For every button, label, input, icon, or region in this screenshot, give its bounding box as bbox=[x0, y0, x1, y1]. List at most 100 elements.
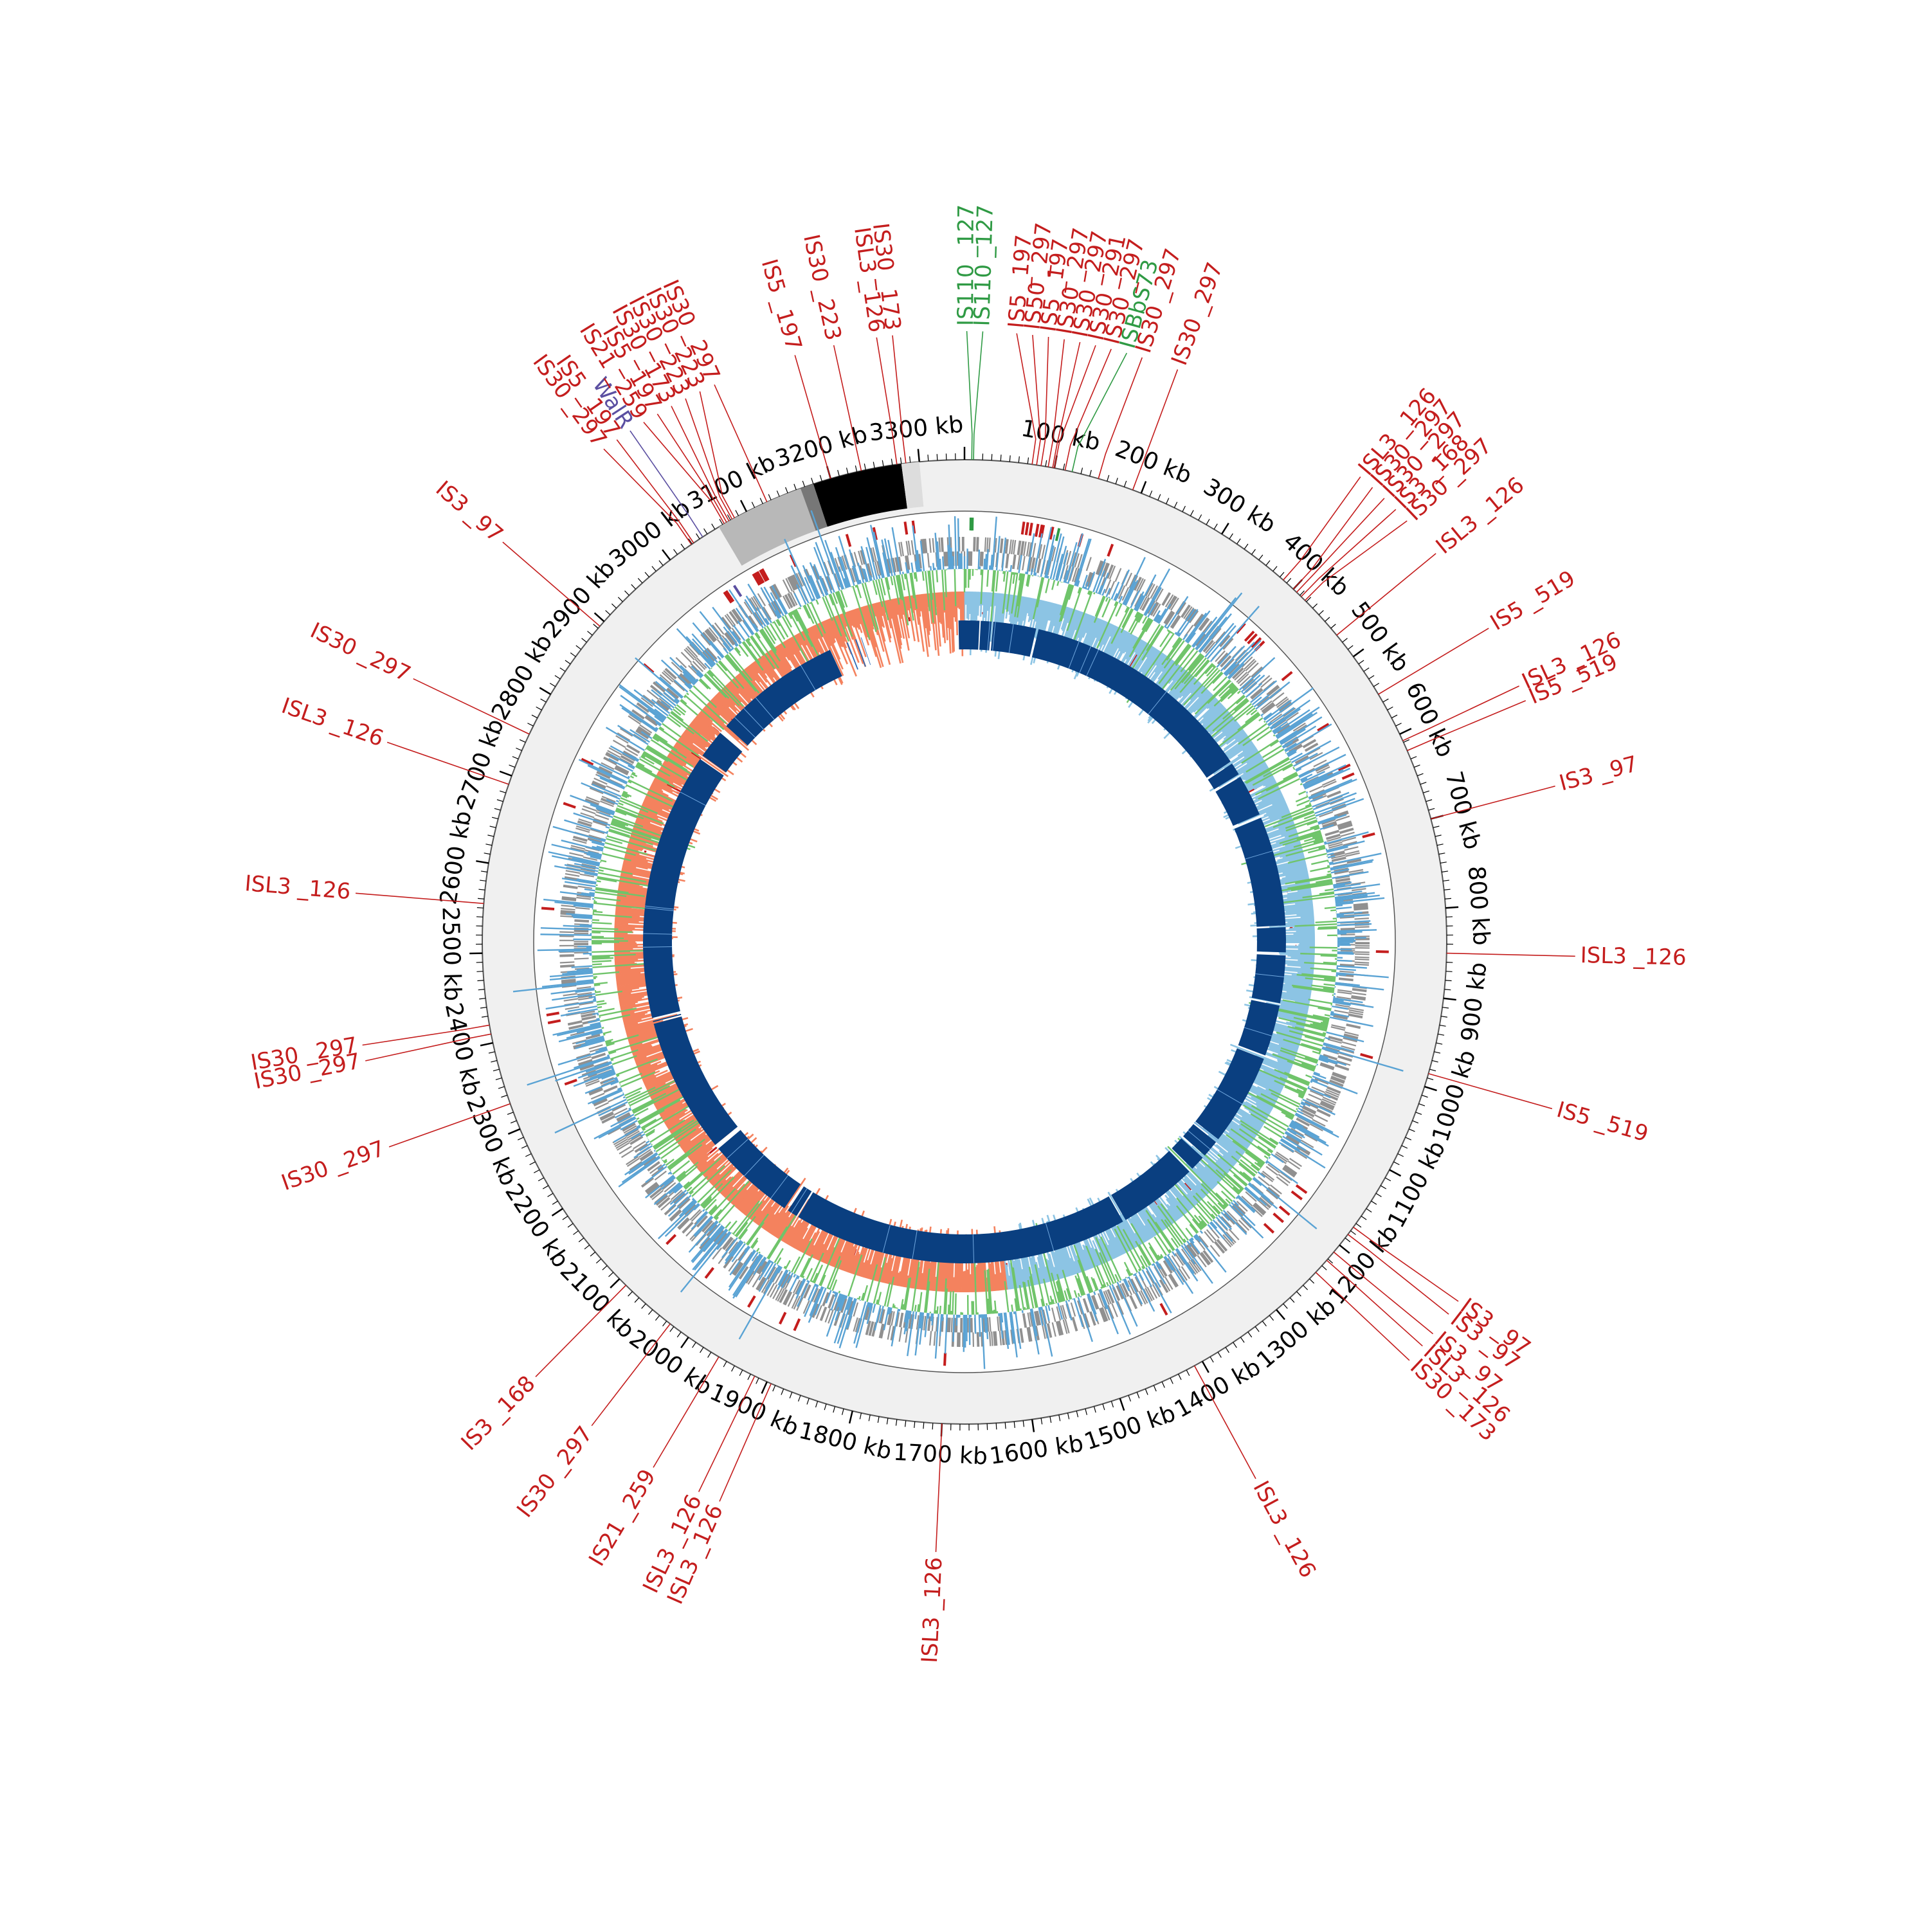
gc-content-low bbox=[592, 928, 618, 929]
major-tick bbox=[552, 1209, 563, 1216]
minor-tick bbox=[873, 462, 874, 468]
minor-tick bbox=[532, 715, 538, 718]
gc-content-low bbox=[605, 1040, 613, 1042]
gene-feature bbox=[712, 1248, 721, 1259]
minor-tick bbox=[1440, 862, 1447, 863]
gene-feature bbox=[1071, 1303, 1075, 1317]
minor-tick bbox=[590, 1252, 595, 1256]
major-tick bbox=[480, 1043, 493, 1045]
gc-content-high bbox=[1242, 692, 1243, 693]
gc-content-low bbox=[1259, 718, 1263, 721]
minor-tick bbox=[534, 1170, 539, 1173]
minor-tick bbox=[816, 1401, 818, 1407]
gc-content-low bbox=[1186, 1228, 1193, 1237]
gc-content-low bbox=[595, 991, 601, 992]
gc-content-high bbox=[629, 1108, 631, 1110]
major-tick bbox=[595, 613, 604, 621]
gene-feature bbox=[1355, 954, 1369, 955]
gene-feature bbox=[561, 908, 575, 910]
gc-content-high bbox=[1084, 587, 1085, 589]
gc-skew-negative bbox=[959, 1259, 960, 1292]
minor-tick bbox=[1150, 491, 1152, 496]
gc-content-low bbox=[597, 1003, 606, 1005]
minor-tick bbox=[1446, 971, 1453, 972]
gc-content-high bbox=[940, 1314, 941, 1337]
gc-content-low bbox=[1247, 708, 1255, 715]
gc-content-low bbox=[1139, 1269, 1140, 1271]
minor-tick bbox=[500, 791, 506, 793]
major-tick bbox=[1424, 1087, 1436, 1090]
minor-tick bbox=[1137, 1392, 1139, 1398]
gc-content-high bbox=[1310, 1081, 1312, 1082]
minor-tick bbox=[1273, 566, 1277, 572]
gc-content-low bbox=[1323, 962, 1337, 963]
minor-tick bbox=[1233, 1342, 1237, 1348]
minor-tick bbox=[576, 646, 581, 649]
gene-feature bbox=[563, 994, 577, 996]
gc-content-low bbox=[953, 1291, 954, 1315]
gc-content-high bbox=[1298, 1108, 1302, 1110]
minor-tick bbox=[891, 459, 892, 465]
gc-content-low bbox=[1011, 1305, 1012, 1312]
major-tick bbox=[918, 449, 919, 462]
gc-content-low bbox=[1306, 1075, 1312, 1078]
minor-tick bbox=[541, 699, 547, 702]
minor-tick bbox=[480, 1007, 487, 1008]
minor-tick bbox=[579, 1238, 584, 1242]
gc-content-low bbox=[1150, 1247, 1158, 1261]
gc-content-low bbox=[677, 1162, 698, 1180]
gc-content-low bbox=[803, 1276, 804, 1278]
gene-feature bbox=[1052, 1308, 1055, 1322]
minor-tick bbox=[1423, 791, 1429, 793]
minor-tick bbox=[736, 510, 739, 516]
minor-tick bbox=[511, 1121, 516, 1123]
gc-content-low bbox=[1044, 1279, 1050, 1305]
minor-tick bbox=[1396, 723, 1402, 726]
minor-tick bbox=[584, 1245, 590, 1249]
gc-skew-negative bbox=[615, 923, 628, 924]
tick-label: 3300 kb bbox=[868, 411, 964, 447]
minor-tick bbox=[807, 1398, 809, 1404]
major-tick bbox=[1202, 1361, 1209, 1372]
major-tick bbox=[849, 1411, 853, 1423]
minor-tick bbox=[1441, 1016, 1447, 1018]
minor-tick bbox=[1373, 683, 1379, 687]
gc-content-high bbox=[646, 1141, 649, 1143]
gc-content-high bbox=[693, 1198, 694, 1200]
minor-tick bbox=[820, 475, 822, 482]
is-element-mark bbox=[1022, 522, 1024, 535]
gene-feature bbox=[578, 887, 592, 889]
gene-feature bbox=[565, 1007, 579, 1009]
is-element-mark bbox=[547, 1013, 559, 1015]
gene-feature bbox=[613, 741, 626, 748]
minor-tick bbox=[1041, 1418, 1042, 1424]
minor-tick bbox=[628, 1292, 633, 1296]
gc-content-low bbox=[1264, 721, 1265, 722]
minor-tick bbox=[570, 653, 575, 656]
gc-content-low bbox=[1107, 1282, 1108, 1286]
gc-content-high bbox=[1136, 1273, 1137, 1274]
major-tick bbox=[762, 1382, 767, 1393]
gene-feature bbox=[989, 537, 990, 552]
gc-content-low bbox=[915, 1305, 916, 1312]
gc-content-low bbox=[619, 1074, 642, 1083]
gene-feature bbox=[978, 537, 979, 551]
minor-tick bbox=[932, 1423, 933, 1429]
gc-content-low bbox=[594, 985, 600, 986]
gc-content-high bbox=[1337, 915, 1344, 916]
gc-skew-positive bbox=[1285, 938, 1315, 939]
tick-label: 600 kb bbox=[1400, 678, 1458, 761]
minor-tick bbox=[1103, 1404, 1105, 1411]
gene-feature bbox=[770, 1285, 777, 1297]
gc-content-low bbox=[1309, 1000, 1332, 1004]
minor-tick bbox=[1438, 853, 1445, 854]
gc-content-high bbox=[1200, 1231, 1202, 1233]
gene-feature bbox=[992, 1332, 993, 1346]
minor-tick bbox=[606, 610, 610, 615]
gene-feature bbox=[1163, 593, 1170, 605]
minor-tick bbox=[1068, 1413, 1069, 1420]
gc-content-high bbox=[1300, 1106, 1303, 1108]
minor-tick bbox=[1081, 467, 1082, 474]
gene-feature bbox=[1170, 1274, 1177, 1286]
gc-content-low bbox=[734, 1234, 735, 1235]
